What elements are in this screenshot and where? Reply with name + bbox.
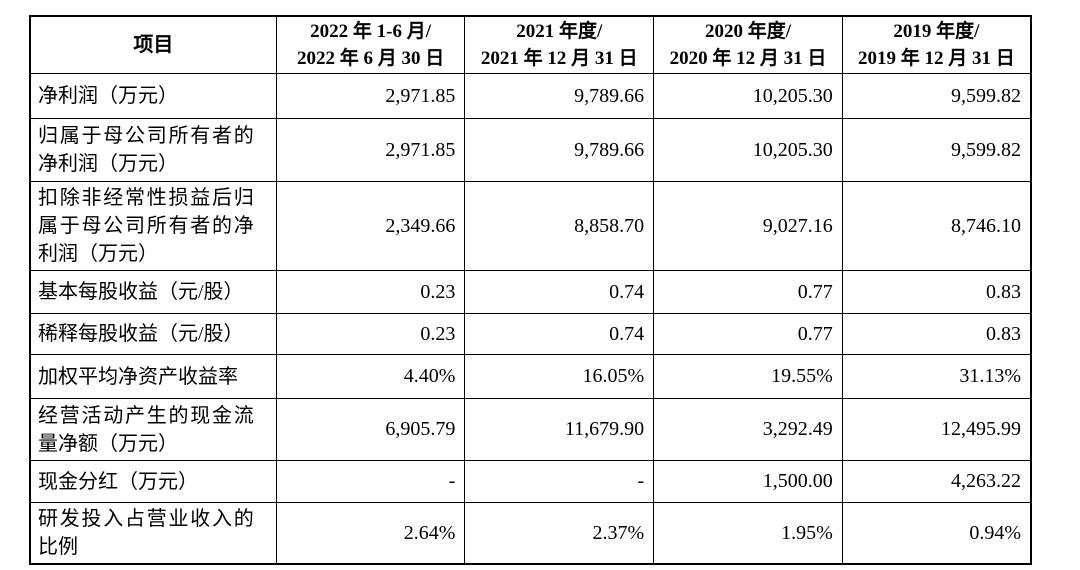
header-period-2020-line1: 2020 年度/ — [704, 21, 791, 42]
value-cell: 9,027.16 — [653, 181, 843, 271]
value-cell: - — [275, 460, 466, 503]
header-period-2019-line2: 2019 年 12 月 31 日 — [858, 48, 1015, 69]
value-cell: 19.55% — [653, 354, 843, 399]
header-period-2020-line2: 2020 年 12 月 31 日 — [669, 48, 827, 69]
value-cell: 9,599.82 — [841, 73, 1032, 119]
value-cell: 0.23 — [275, 270, 466, 314]
value-cell: - — [464, 460, 655, 503]
table-row-basic-eps: 基本每股收益（元/股） 0.23 0.74 0.77 0.83 — [29, 270, 1032, 314]
table-header-row: 项目 2022 年 1-6 月/ 2022 年 6 月 30 日 2021 年度… — [29, 15, 1032, 74]
value-cell: 1.95% — [653, 502, 843, 565]
value-cell: 4.40% — [275, 354, 466, 399]
header-period-2022-line1: 2022 年 1-6 月/ — [310, 21, 431, 42]
value-cell: 2,349.66 — [275, 181, 466, 271]
table-row-parent-net-profit: 归属于母公司所有者的净利润（万元） 2,971.85 9,789.66 10,2… — [29, 118, 1032, 182]
row-label: 加权平均净资产收益率 — [29, 354, 277, 399]
header-period-2022-line2: 2022 年 6 月 30 日 — [296, 48, 445, 69]
header-period-2021-line2: 2021 年 12 月 31 日 — [480, 48, 638, 69]
value-cell: 11,679.90 — [464, 398, 655, 461]
value-cell: 31.13% — [841, 354, 1032, 399]
value-cell: 2.37% — [464, 502, 655, 565]
value-cell: 2.64% — [275, 502, 466, 565]
value-cell: 10,205.30 — [653, 118, 843, 182]
row-label: 稀释每股收益（元/股） — [29, 313, 277, 355]
row-label: 净利润（万元） — [29, 73, 277, 119]
header-period-2019: 2019 年度/ 2019 年 12 月 31 日 — [841, 15, 1032, 74]
value-cell: 0.77 — [653, 270, 843, 314]
value-cell: 9,789.66 — [464, 73, 655, 119]
table-row-deducted-net-profit: 扣除非经常性损益后归属于母公司所有者的净利润（万元） 2,349.66 8,85… — [29, 181, 1032, 271]
value-cell: 3,292.49 — [653, 398, 843, 461]
value-cell: 0.23 — [275, 313, 466, 355]
value-cell: 16.05% — [464, 354, 655, 399]
row-label: 经营活动产生的现金流量净额（万元） — [29, 398, 277, 461]
header-period-2020: 2020 年度/ 2020 年 12 月 31 日 — [653, 15, 843, 74]
value-cell: 2,971.85 — [275, 118, 466, 182]
value-cell: 4,263.22 — [841, 460, 1032, 503]
table-row-operating-cash-flow: 经营活动产生的现金流量净额（万元） 6,905.79 11,679.90 3,2… — [29, 398, 1032, 461]
value-cell: 0.83 — [841, 313, 1032, 355]
value-cell: 12,495.99 — [841, 398, 1032, 461]
value-cell: 8,858.70 — [464, 181, 655, 271]
header-period-2022: 2022 年 1-6 月/ 2022 年 6 月 30 日 — [275, 15, 466, 74]
header-period-2021-line1: 2021 年度/ — [516, 21, 603, 42]
value-cell: 1,500.00 — [653, 460, 843, 503]
row-label: 扣除非经常性损益后归属于母公司所有者的净利润（万元） — [29, 181, 277, 271]
value-cell: 0.74 — [464, 313, 655, 355]
header-period-2021: 2021 年度/ 2021 年 12 月 31 日 — [464, 15, 655, 74]
value-cell: 8,746.10 — [841, 181, 1032, 271]
table-row-rd-expense-ratio: 研发投入占营业收入的比例 2.64% 2.37% 1.95% 0.94% — [29, 502, 1032, 565]
row-label: 研发投入占营业收入的比例 — [29, 502, 277, 565]
header-item: 项目 — [29, 15, 277, 74]
row-label: 归属于母公司所有者的净利润（万元） — [29, 118, 277, 182]
table-row-diluted-eps: 稀释每股收益（元/股） 0.23 0.74 0.77 0.83 — [29, 313, 1032, 355]
value-cell: 10,205.30 — [653, 73, 843, 119]
row-label: 基本每股收益（元/股） — [29, 270, 277, 314]
value-cell: 0.83 — [841, 270, 1032, 314]
row-label: 现金分红（万元） — [29, 460, 277, 503]
table-row-net-profit: 净利润（万元） 2,971.85 9,789.66 10,205.30 9,59… — [29, 73, 1032, 119]
value-cell: 0.77 — [653, 313, 843, 355]
table-row-cash-dividend: 现金分红（万元） - - 1,500.00 4,263.22 — [29, 460, 1032, 503]
header-period-2019-line1: 2019 年度/ — [893, 21, 980, 42]
value-cell: 6,905.79 — [275, 398, 466, 461]
table-row-weighted-avg-roe: 加权平均净资产收益率 4.40% 16.05% 19.55% 31.13% — [29, 354, 1032, 399]
value-cell: 9,789.66 — [464, 118, 655, 182]
value-cell: 0.74 — [464, 270, 655, 314]
financial-summary-table: 项目 2022 年 1-6 月/ 2022 年 6 月 30 日 2021 年度… — [29, 15, 1032, 565]
value-cell: 2,971.85 — [275, 73, 466, 119]
value-cell: 0.94% — [841, 502, 1032, 565]
value-cell: 9,599.82 — [841, 118, 1032, 182]
